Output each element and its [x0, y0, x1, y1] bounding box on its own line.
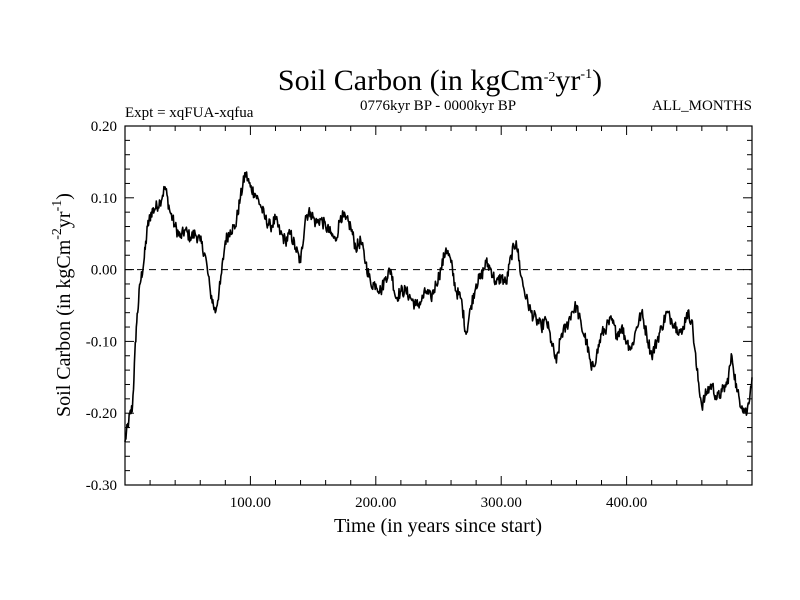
- y-axis-label: Soil Carbon (in kgCm-2yr-1): [50, 193, 75, 417]
- subtitle-experiment: Expt = xqFUA-xqfua: [125, 105, 254, 121]
- axis-ticks: [124, 125, 753, 486]
- x-axis-label: Time (in years since start): [334, 515, 542, 537]
- y-tick-label: 0.00: [91, 263, 117, 279]
- y-tick-label: 0.20: [91, 119, 117, 135]
- y-tick-label: -0.30: [86, 478, 117, 494]
- y-tick-label: -0.20: [86, 406, 117, 422]
- x-tick-label: 100.00: [230, 495, 271, 511]
- x-tick-label: 300.00: [481, 495, 522, 511]
- y-tick-label: 0.10: [91, 191, 117, 207]
- y-tick-label: -0.10: [86, 334, 117, 350]
- series-line-soil-carbon: [124, 171, 753, 442]
- x-tick-label: 400.00: [606, 495, 647, 511]
- x-tick-labels: 100.00 200.00 300.00 400.00: [230, 495, 647, 511]
- subtitle-months: ALL_MONTHS: [652, 98, 752, 114]
- subtitle-period: 0776kyr BP - 0000kyr BP: [360, 98, 516, 114]
- x-tick-label: 200.00: [355, 495, 396, 511]
- chart-title: Soil Carbon (in kgCm-2yr-1): [278, 64, 602, 97]
- y-tick-labels: 0.20 0.10 0.00 -0.10 -0.20 -0.30: [86, 119, 117, 494]
- plot-frame: [124, 125, 753, 486]
